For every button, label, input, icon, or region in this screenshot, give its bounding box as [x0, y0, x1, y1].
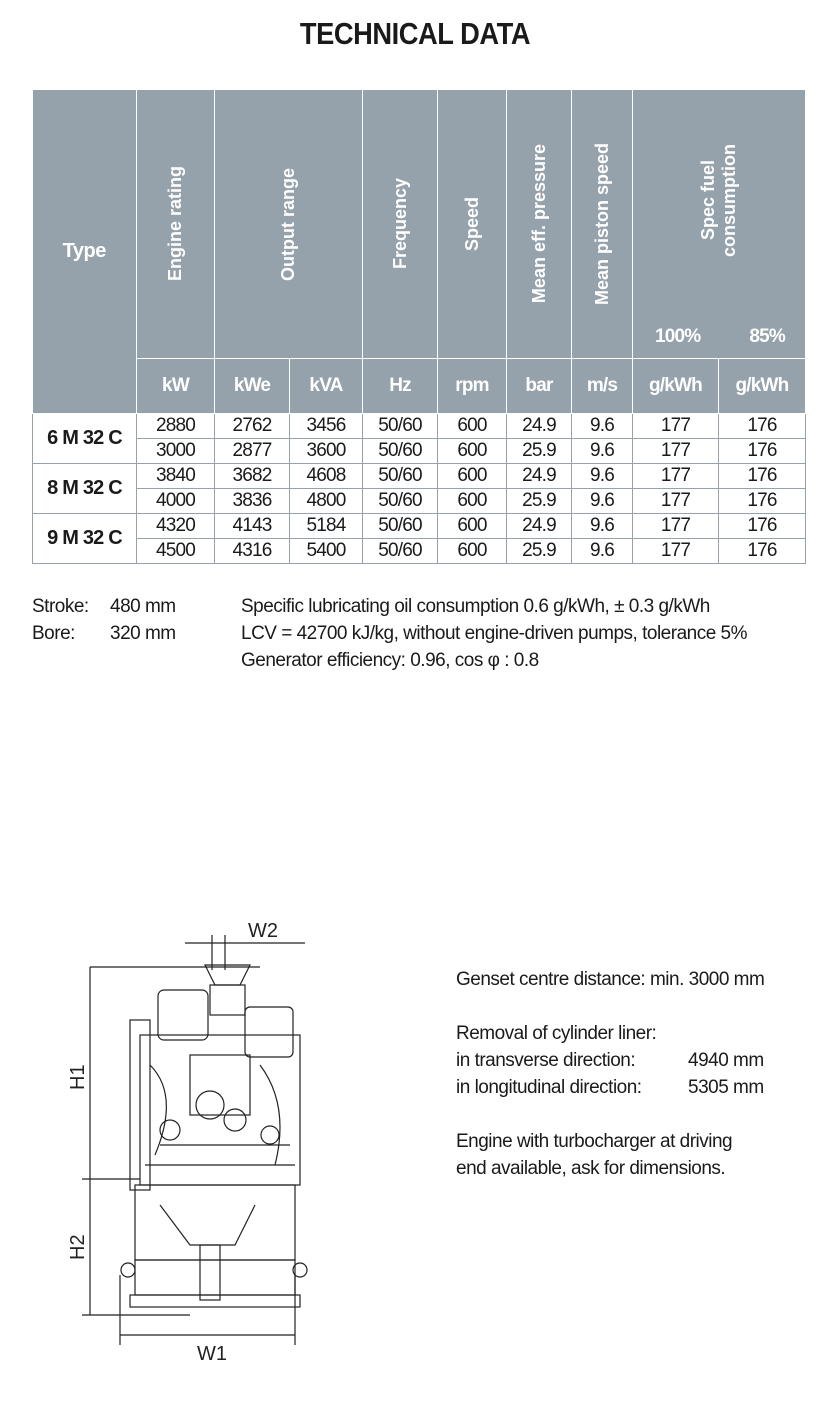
unit-header: g/kWh: [632, 358, 719, 414]
table-cell: 600: [437, 488, 507, 514]
table-cell: 176: [718, 413, 806, 439]
table-row: 6 M 32 C 2880 2762 3456 50/60 600 24.9 9.6 177 17…: [32, 413, 806, 464]
unit-header: g/kWh: [718, 358, 806, 414]
table-cell: 176: [718, 513, 806, 539]
header-frequency: Frequency: [362, 90, 438, 359]
h1-label: H1: [67, 1064, 89, 1090]
table-cell: 9.6: [571, 413, 633, 439]
pct-85: 85%: [749, 326, 785, 347]
table-cell: 600: [437, 513, 507, 539]
table-cell: 50/60: [362, 463, 438, 489]
w2-label: W2: [248, 920, 278, 942]
table-cell: 177: [632, 438, 719, 464]
engine-type: 8 M 32 C: [32, 463, 137, 514]
table-cell: 4320: [136, 513, 215, 539]
table-cell: 4000: [136, 488, 215, 514]
table-cell: 176: [718, 488, 806, 514]
unit-header: kWe: [214, 358, 290, 414]
table-cell: 4143: [214, 513, 290, 539]
table-cell: 4800: [289, 488, 363, 514]
unit-header: m/s: [571, 358, 633, 414]
table-cell: 50/60: [362, 488, 438, 514]
header-speed: Speed: [437, 90, 507, 359]
pct-100: 100%: [655, 326, 701, 347]
table-cell: 50/60: [362, 413, 438, 439]
table-cell: 5184: [289, 513, 363, 539]
table-cell: 2877: [214, 438, 290, 464]
header-engine-rating: Engine rating: [136, 90, 215, 359]
table-cell: 2880: [136, 413, 215, 439]
header-type: Type: [32, 90, 137, 414]
table-cell: 4500: [136, 538, 215, 564]
table-row: 8 M 32 C 3840 3682 4608 50/60 600 24.9 9.6 177 17…: [32, 463, 806, 514]
w1-label: W1: [197, 1343, 227, 1365]
header-output-range: Output range: [214, 90, 363, 359]
table-cell: 177: [632, 488, 719, 514]
table-cell: 2762: [214, 413, 290, 439]
table-cell: 600: [437, 438, 507, 464]
engine-type: 9 M 32 C: [32, 513, 137, 564]
unit-header: rpm: [437, 358, 507, 414]
table-cell: 177: [632, 513, 719, 539]
unit-header: bar: [506, 358, 572, 414]
header-spec-fuel: Spec fuel consumption 100% 85%: [632, 90, 806, 359]
table-cell: 50/60: [362, 538, 438, 564]
table-cell: 176: [718, 438, 806, 464]
technical-data-table: Type Engine rating Output range Frequenc…: [32, 90, 806, 564]
engine-drawing: W2 W1 H1 H2: [67, 920, 308, 1365]
table-cell: 3836: [214, 488, 290, 514]
header-mean-piston-speed: Mean piston speed: [571, 90, 633, 359]
table-cell: 9.6: [571, 463, 633, 489]
engine-notes: Specific lubricating oil consumption 0.6…: [241, 596, 748, 671]
unit-header: kVA: [289, 358, 363, 414]
h2-label: H2: [67, 1234, 89, 1260]
table-cell: 177: [632, 538, 719, 564]
table-cell: 4608: [289, 463, 363, 489]
unit-header: kW: [136, 358, 215, 414]
table-row: 4000 3836 4800 50/60 600 25.9 9.6 177 176: [33, 488, 806, 514]
table-cell: 600: [437, 413, 507, 439]
table-cell: 25.9: [506, 438, 572, 464]
table-cell: 3456: [289, 413, 363, 439]
table-cell: 600: [437, 538, 507, 564]
table-row: 9 M 32 C 4320 4143 5184 50/60 600 24.9 9.6 177 17…: [32, 513, 806, 564]
header-mean-eff-pressure: Mean eff. pressure: [506, 90, 572, 359]
table-cell: 177: [632, 463, 719, 489]
table-cell: 50/60: [362, 513, 438, 539]
table-cell: 3840: [136, 463, 215, 489]
table-cell: 5400: [289, 538, 363, 564]
table-cell: 600: [437, 463, 507, 489]
engine-type: 6 M 32 C: [32, 413, 137, 464]
unit-header: Hz: [362, 358, 438, 414]
table-cell: 176: [718, 538, 806, 564]
table-cell: 50/60: [362, 438, 438, 464]
table-cell: 9.6: [571, 513, 633, 539]
table-cell: 25.9: [506, 538, 572, 564]
table-cell: 3682: [214, 463, 290, 489]
table-cell: 9.6: [571, 488, 633, 514]
table-cell: 4316: [214, 538, 290, 564]
table-row: 4500 4316 5400 50/60 600 25.9 9.6 177 176: [33, 538, 806, 564]
table-cell: 24.9: [506, 413, 572, 439]
table-cell: 3000: [136, 438, 215, 464]
table-row: 3000 2877 3600 50/60 600 25.9 9.6 177 176: [33, 438, 806, 464]
table-cell: 177: [632, 413, 719, 439]
page-title: TECHNICAL DATA: [299, 16, 531, 51]
table-cell: 24.9: [506, 463, 572, 489]
table-cell: 25.9: [506, 488, 572, 514]
table-cell: 3600: [289, 438, 363, 464]
table-cell: 24.9: [506, 513, 572, 539]
table-cell: 9.6: [571, 538, 633, 564]
dimension-notes: Genset centre distance: min. 3000 mm Rem…: [456, 969, 765, 1179]
table-cell: 176: [718, 463, 806, 489]
stroke-bore: Stroke: 480 mm Bore: 320 mm: [32, 596, 176, 644]
table-cell: 9.6: [571, 438, 633, 464]
